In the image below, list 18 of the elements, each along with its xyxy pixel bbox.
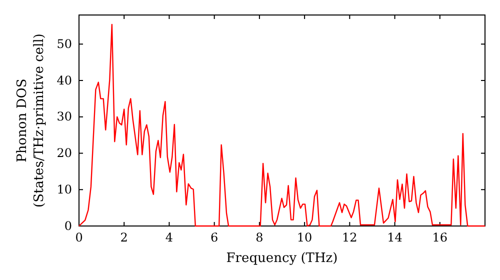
x-tick-label: 14 — [387, 230, 403, 245]
x-tick-label: 8 — [256, 230, 264, 245]
line-series — [78, 24, 486, 227]
y-axis-title: Phonon DOS (States/THz·primitive cell) — [15, 33, 47, 208]
x-tick-label: 2 — [120, 230, 128, 245]
x-tick-label: 10 — [296, 230, 312, 245]
y-tick-label: 40 — [56, 73, 72, 88]
y-tick-label: 50 — [56, 36, 72, 51]
x-tick-label: 4 — [165, 230, 174, 245]
x-tick-label: 16 — [432, 230, 448, 245]
y-tick-label: 20 — [56, 146, 72, 160]
x-tick-label: 0 — [75, 230, 83, 245]
x-tick-label: 12 — [342, 230, 358, 245]
y-tick-label: 30 — [56, 110, 72, 124]
x-axis-title: Frequency (THz) — [226, 251, 338, 266]
y-tick-label: 0 — [64, 218, 72, 233]
x-tick-label: 6 — [210, 230, 218, 245]
y-tick-label: 10 — [56, 182, 72, 196]
